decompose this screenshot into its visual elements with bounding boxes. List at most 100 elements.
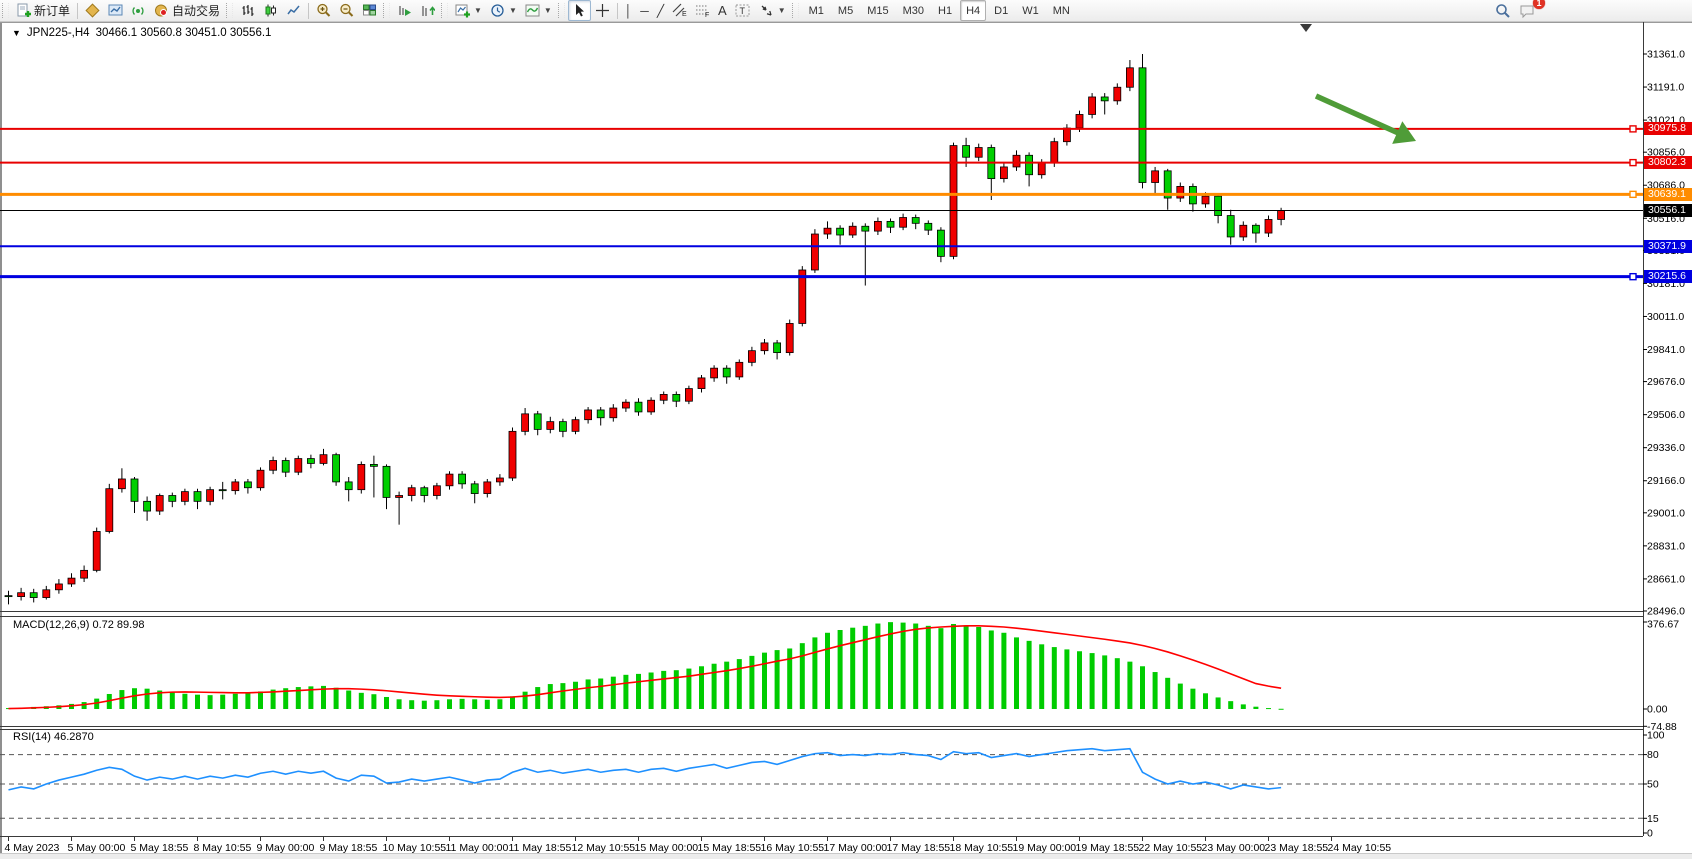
rsi-scale-label: 100 [1647,730,1665,742]
level-price-label: 30639.1 [1644,187,1692,201]
time-axis-label: 19 May 00:00 [1013,842,1077,854]
vertical-line-icon: │ [624,3,633,18]
timeframe-button-W1[interactable]: W1 [1022,4,1039,17]
horizontal-line-button[interactable]: ─ [636,0,653,21]
equidistant-channel-button[interactable]: E [668,0,691,21]
auto-scroll-button[interactable] [393,0,416,21]
trendline-button[interactable]: ╱ [653,0,668,21]
crosshair-icon [595,4,609,17]
text-label-button[interactable]: T [731,0,755,21]
timeframe-toolbar: M1 M5 M15 M30 H1 H4 D1 W1 MN [802,0,1077,21]
axis-tick-label: 30856.0 [1647,147,1685,159]
notification-badge: 1 [1533,0,1545,9]
auto-trading-button[interactable]: 自动交易 [150,0,224,21]
metaeditor-button[interactable] [81,0,104,21]
collapse-triangle-icon[interactable]: ▼ [12,28,21,38]
templates-button[interactable]: ▼ [521,0,556,21]
dropdown-caret: ▼ [508,6,517,15]
equidistant-channel-icon: E [672,3,687,18]
terminal-button[interactable] [104,0,127,21]
chart-symbol-period: JPN225-,H4 [26,27,90,39]
cursor-tool-button[interactable] [567,0,591,21]
toolbar-grip [2,3,9,18]
axis-tick-label: 28661.0 [1647,573,1685,585]
timeframe-button-M30[interactable]: M30 [902,4,925,17]
time-axis-label: 5 May 18:55 [131,842,189,854]
rsi-indicator-label: RSI(14) 46.2870 [13,731,94,743]
tile-windows-button[interactable] [358,0,381,21]
timeframe-button-M1[interactable]: M1 [808,4,824,17]
separator [77,2,79,19]
bar-chart-icon [242,5,254,16]
annotation-arrow-head [1392,121,1416,144]
line-handle-marker [1629,125,1637,133]
vertical-line-button[interactable]: │ [621,0,637,21]
rsi-scale-label: 50 [1647,779,1659,791]
time-axis-label: 9 May 18:55 [320,842,378,854]
rsi-scale-label: 80 [1647,749,1659,761]
rsi-scale-label: 0 [1647,828,1653,840]
zoom-out-icon [340,3,354,17]
line-chart-button[interactable] [282,0,305,21]
axis-tick-label: 28496.0 [1647,605,1685,617]
chart-shift-icon [422,6,436,16]
current-price-label: 30556.1 [1644,203,1692,217]
candlestick-chart-button[interactable] [259,0,282,21]
toolbar-grip [557,3,565,18]
time-axis-label: 22 May 10:55 [1139,842,1203,854]
timeframe-button-MN[interactable]: MN [1052,4,1070,17]
candlesticks [4,54,1285,605]
time-axis-label: 11 May 18:55 [509,842,572,854]
text-label-icon: T [735,4,750,17]
toolbar-grip [226,3,234,18]
periods-button[interactable]: ▼ [486,0,521,21]
toolbar-grip [383,3,391,18]
svg-text:E: E [682,11,687,18]
level-price-label: 30371.9 [1644,239,1692,253]
indicators-icon [455,4,471,18]
zoom-out-button[interactable] [335,0,358,21]
chart-shift-marker-icon[interactable] [1300,24,1312,32]
time-axis-label: 24 May 10:55 [1328,842,1392,854]
chart-window[interactable] [0,22,1692,853]
new-order-label: 新订单 [34,4,71,18]
auto-trading-icon [155,4,168,17]
fibonacci-button[interactable]: F [691,0,714,21]
metaeditor-icon [85,3,100,18]
chart-shift-button[interactable] [416,0,439,21]
axis-tick-label: 29506.0 [1647,409,1685,421]
timeframe-button-D1[interactable]: D1 [994,4,1009,17]
crosshair-tool-button[interactable] [591,0,614,21]
timeframe-button-H4[interactable]: H4 [960,0,987,21]
new-order-icon [17,3,31,17]
terminal-icon [108,4,123,16]
notifications-button[interactable]: 1 [1515,0,1545,21]
time-axis-label: 10 May 10:55 [383,842,447,854]
indicators-button[interactable]: ▼ [451,0,486,21]
zoom-in-button[interactable] [312,0,335,21]
rsi-scale-label: 15 [1647,813,1659,825]
toolbar-grip [441,3,449,18]
axis-tick-label: 30011.0 [1647,311,1684,323]
text-icon: A [718,2,727,18]
new-order-button[interactable]: 新订单 [12,0,74,21]
signals-button[interactable] [127,0,150,21]
bar-chart-button[interactable] [236,0,259,21]
timeframe-button-M15[interactable]: M15 [867,4,889,17]
macd-scale-label: 0.00 [1647,704,1668,716]
chat-bubble-icon [1520,5,1534,18]
axis-tick-label: 29841.0 [1647,344,1685,356]
timeframe-button-M5[interactable]: M5 [837,4,854,17]
arrows-button[interactable]: ▼ [755,0,790,21]
horizontal-line-icon: ─ [640,3,649,18]
timeframe-button-H1[interactable]: H1 [938,4,953,17]
search-button[interactable] [1491,0,1515,21]
time-axis-label: 16 May 10:55 [761,842,825,854]
macd-histogram [6,622,1284,710]
arrows-icon [761,5,772,16]
line-chart-icon [287,5,300,15]
axis-tick-label: 29166.0 [1647,475,1685,487]
text-button[interactable]: A [714,0,731,21]
time-axis-label: 8 May 10:55 [194,842,252,854]
